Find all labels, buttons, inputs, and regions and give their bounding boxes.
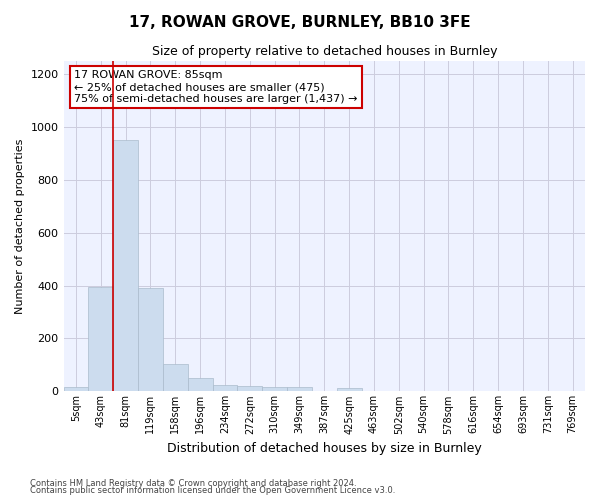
- Bar: [64, 388, 88, 392]
- Text: Contains HM Land Registry data © Crown copyright and database right 2024.: Contains HM Land Registry data © Crown c…: [30, 478, 356, 488]
- Bar: [337, 388, 362, 392]
- Text: 17, ROWAN GROVE, BURNLEY, BB10 3FE: 17, ROWAN GROVE, BURNLEY, BB10 3FE: [129, 15, 471, 30]
- Bar: [113, 140, 138, 392]
- Text: Contains public sector information licensed under the Open Government Licence v3: Contains public sector information licen…: [30, 486, 395, 495]
- Text: 17 ROWAN GROVE: 85sqm
← 25% of detached houses are smaller (475)
75% of semi-det: 17 ROWAN GROVE: 85sqm ← 25% of detached …: [74, 70, 358, 104]
- Bar: [188, 378, 212, 392]
- Bar: [287, 388, 312, 392]
- Bar: [163, 364, 188, 392]
- Bar: [88, 287, 113, 392]
- Y-axis label: Number of detached properties: Number of detached properties: [15, 138, 25, 314]
- X-axis label: Distribution of detached houses by size in Burnley: Distribution of detached houses by size …: [167, 442, 482, 455]
- Bar: [212, 385, 238, 392]
- Bar: [238, 386, 262, 392]
- Bar: [138, 288, 163, 392]
- Title: Size of property relative to detached houses in Burnley: Size of property relative to detached ho…: [152, 45, 497, 58]
- Bar: [262, 388, 287, 392]
